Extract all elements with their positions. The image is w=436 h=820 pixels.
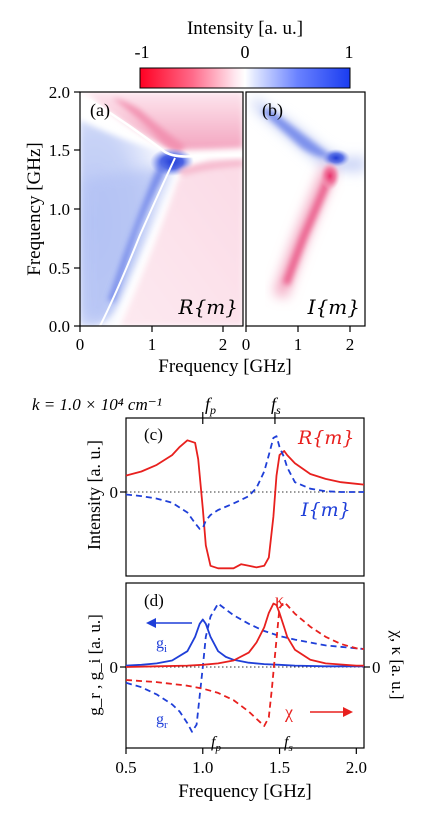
fs-sub: s: [276, 403, 281, 417]
panel-a-label: R{m}: [178, 295, 238, 319]
panel-c-ytick-zero: 0: [110, 483, 119, 502]
svg-text:fp: fp: [205, 394, 216, 417]
colorbar-tick-zero: 0: [241, 42, 250, 62]
heatmap-ytick: 0.0: [49, 317, 70, 336]
heatmap-ytick: 0.5: [49, 259, 70, 278]
colorbar: Intensity [a. u.] -1 0 1: [135, 18, 354, 89]
colorbar-gradient: [139, 67, 351, 89]
fs-label: f: [271, 394, 279, 414]
heatmap-y-axis-label: Frequency [GHz]: [24, 142, 45, 275]
x-tick-label: 1.5: [269, 758, 290, 777]
colorbar-label: Intensity [a. u.]: [187, 18, 303, 39]
fp-bottom-label: f: [211, 734, 218, 751]
panel-d-x-axis-label: Frequency [GHz]: [178, 781, 311, 802]
kappa-label: κ: [275, 590, 284, 610]
series-line-1: [125, 602, 365, 733]
panel-d-y2-axis-label: χ, κ [a. u.]: [388, 630, 407, 700]
svg-text:gi: gi: [156, 635, 167, 655]
panel-d-ytick-zero: 0: [110, 658, 119, 677]
panel-c-label-blue: I{m}: [300, 499, 351, 521]
panel-b-label: I{m}: [307, 295, 360, 319]
heatmap-axes: [74, 91, 351, 332]
line-panel-c: (c) R{m} I{m} 0 Intensity [a. u.]: [84, 412, 365, 577]
svg-text:gr: gr: [156, 711, 168, 731]
fs-bottom-label: f: [284, 734, 291, 751]
x-tick-label: 1.0: [192, 758, 213, 777]
heatmap-b-xtick: 1: [294, 335, 303, 354]
series-line-2: [125, 602, 364, 668]
heatmap-a: (a) R{m}: [79, 91, 244, 327]
heatmap-a-xtick: 2: [219, 335, 228, 354]
colorbar-tick-neg: -1: [135, 42, 150, 62]
heatmap-x-tick-labels: 0 1 2 0 1 2: [76, 335, 355, 354]
heatmap-a-xtick: 1: [148, 335, 157, 354]
chi-label: χ: [284, 702, 293, 722]
heatmap-ytick: 1.0: [49, 200, 70, 219]
series-line-3: [125, 601, 365, 727]
fp-bottom-sub: p: [214, 742, 221, 754]
heatmap-ytick: 2.0: [49, 83, 70, 102]
left-arrow-icon: [146, 618, 192, 628]
fp-label: f: [205, 394, 213, 414]
panel-d-y-axis-label: g_r , g_i [a. u.]: [85, 614, 104, 716]
svg-text:fs: fs: [271, 394, 281, 417]
panel-d-y2tick-zero: 0: [372, 658, 381, 677]
line-panel-d: (d) κ χ gi gr 0 0 g_r , g_i [a. u.] χ, κ…: [85, 582, 407, 802]
panel-a-tag: (a): [90, 100, 110, 121]
heatmap-ytick: 1.5: [49, 141, 70, 160]
heatmap-b-xtick: 0: [242, 335, 251, 354]
panel-b-tag: (b): [262, 100, 283, 121]
panel-d-tag: (d): [144, 591, 164, 610]
series-line-0: [125, 618, 364, 668]
gi-sub: i: [164, 643, 167, 655]
gi-label: g: [156, 635, 164, 652]
heatmap-b-xtick: 2: [346, 335, 355, 354]
series-line-0: [125, 439, 365, 570]
panel-c-y-axis-label: Intensity [a. u.]: [84, 440, 104, 550]
heatmap-b-frame: [245, 91, 366, 327]
heatmap-b: (b) I{m}: [245, 91, 366, 327]
gr-label: g: [156, 711, 164, 728]
svg-text:fp: fp: [211, 734, 221, 754]
x-tick-label: 2.0: [346, 758, 367, 777]
panel-c-label-red: R{m}: [297, 427, 355, 449]
svg-text:fs: fs: [284, 734, 293, 754]
k-label: k = 1.0 × 10⁴ cm⁻¹: [32, 395, 162, 414]
fs-top-marker: fs: [271, 394, 281, 417]
heatmap-a-xtick: 0: [76, 335, 85, 354]
x-tick-label: 0.5: [115, 758, 136, 777]
right-arrow-icon: [310, 707, 353, 717]
heatmap-y-tick-labels: 2.0 1.5 1.0 0.5 0.0: [49, 83, 70, 336]
series-line-1: [125, 435, 364, 530]
panel-c-tag: (c): [144, 425, 163, 444]
colorbar-tick-pos: 1: [345, 42, 354, 62]
gr-sub: r: [164, 719, 168, 731]
fp-top-marker: fp: [205, 394, 216, 417]
fs-bottom-sub: s: [288, 742, 292, 754]
heatmap-x-axis-label: Frequency [GHz]: [158, 356, 291, 377]
panel-c-frame: [125, 417, 365, 577]
fp-sub: p: [209, 403, 216, 417]
